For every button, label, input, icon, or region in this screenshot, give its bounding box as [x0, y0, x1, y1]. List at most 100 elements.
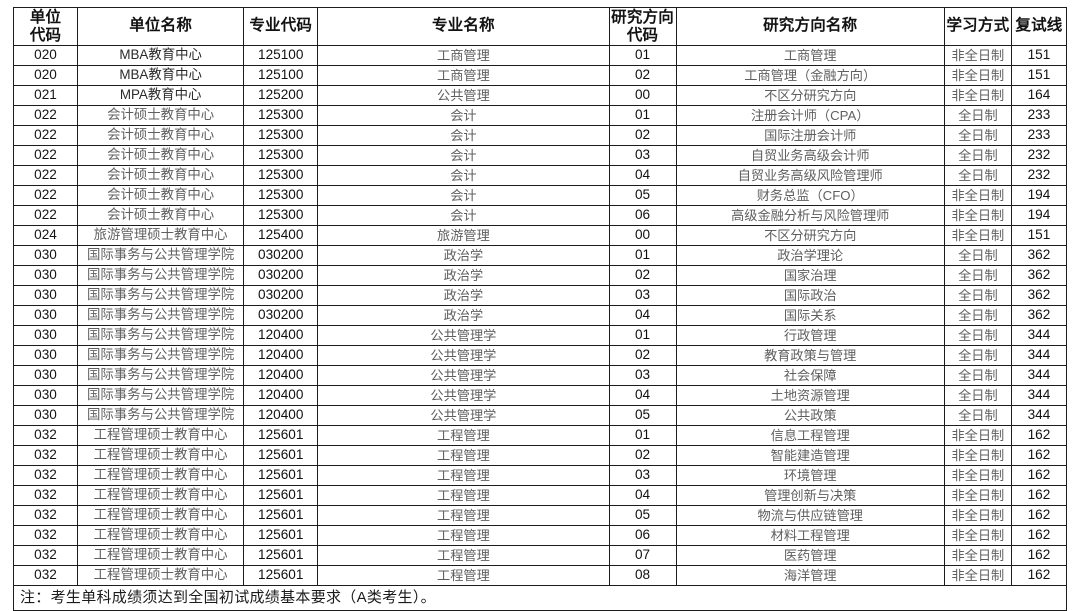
- cell-major_code: 125300: [243, 185, 319, 206]
- cell-dir_name: 工商管理: [675, 45, 945, 66]
- cell-dir_code: 06: [608, 525, 677, 546]
- cell-mode: 全日制: [943, 145, 1012, 166]
- cell-unit_name: 国际事务与公共管理学院: [77, 285, 245, 306]
- cell-unit_code: 032: [12, 425, 79, 446]
- table-row: 022 会计硕士教育中心 125300 会计 02 国际注册会计师 全日制 233: [12, 125, 1068, 146]
- cell-major_name: 工程管理: [317, 505, 610, 526]
- cell-unit_name: 国际事务与公共管理学院: [77, 325, 245, 346]
- cell-dir_name: 管理创新与决策: [675, 485, 945, 506]
- table-header-row: 单位 代码 单位名称 专业代码 专业名称 研究方向 代码 研究方向名称 学习方式 复试线: [12, 7, 1068, 46]
- table-header: 单位 代码 单位名称 专业代码 专业名称 研究方向 代码 研究方向名称 学习方式 复试线: [12, 7, 1068, 46]
- table-row: 022 会计硕士教育中心 125300 会计 04 自贸业务高级风险管理师 全日制 232: [12, 165, 1068, 186]
- cell-unit_name: 工程管理硕士教育中心: [77, 465, 245, 486]
- table-row: 021 MPA教育中心 125200 公共管理 00 不区分研究方向 非全日制 164: [12, 85, 1068, 106]
- cell-major_name: 政治学: [317, 245, 610, 266]
- cell-dir_name: 物流与供应链管理: [675, 505, 945, 526]
- cell-unit_code: 030: [12, 325, 79, 346]
- table-row: 032 工程管理硕士教育中心 125601 工程管理 03 环境管理 非全日制 162: [12, 465, 1068, 486]
- cell-major_name: 会计: [317, 125, 610, 146]
- cell-major_code: 030200: [243, 285, 319, 306]
- cell-unit_code: 024: [12, 225, 79, 246]
- footer-note-row: 注：考生单科成绩须达到全国初试成绩基本要求（A类考生）。: [13, 585, 1067, 611]
- cell-unit_name: 会计硕士教育中心: [77, 205, 245, 226]
- cell-unit_code: 032: [12, 565, 79, 586]
- cell-unit_code: 032: [12, 525, 79, 546]
- cell-dir_name: 国际关系: [675, 305, 945, 326]
- cell-unit_name: 国际事务与公共管理学院: [77, 305, 245, 326]
- cell-score: 151: [1010, 225, 1068, 246]
- cell-unit_code: 022: [12, 125, 79, 146]
- cell-dir_name: 材料工程管理: [675, 525, 945, 546]
- cell-unit_code: 020: [12, 65, 79, 86]
- cell-dir_name: 环境管理: [675, 465, 945, 486]
- cell-dir_code: 04: [608, 385, 677, 406]
- cell-unit_code: 032: [12, 485, 79, 506]
- cell-mode: 非全日制: [943, 45, 1012, 66]
- cell-major_name: 政治学: [317, 265, 610, 286]
- cell-unit_name: 国际事务与公共管理学院: [77, 385, 245, 406]
- cell-dir_code: 03: [608, 465, 677, 486]
- cell-major_name: 会计: [317, 185, 610, 206]
- cell-major_name: 工程管理: [317, 545, 610, 566]
- cell-score: 162: [1010, 565, 1068, 586]
- table-row: 032 工程管理硕士教育中心 125601 工程管理 06 材料工程管理 非全日制 162: [12, 525, 1068, 546]
- cell-score: 162: [1010, 505, 1068, 526]
- cell-mode: 全日制: [943, 105, 1012, 126]
- cell-major_code: 125400: [243, 225, 319, 246]
- cell-unit_code: 030: [12, 405, 79, 426]
- cell-dir_code: 05: [608, 185, 677, 206]
- cell-major_code: 125300: [243, 205, 319, 226]
- cell-unit_name: 工程管理硕士教育中心: [77, 485, 245, 506]
- cell-major_code: 125601: [243, 525, 319, 546]
- cell-unit_code: 030: [12, 245, 79, 266]
- cell-major_name: 工程管理: [317, 525, 610, 546]
- cell-unit_name: 国际事务与公共管理学院: [77, 265, 245, 286]
- cell-major_name: 工商管理: [317, 65, 610, 86]
- cell-major_name: 公共管理: [317, 85, 610, 106]
- cell-score: 344: [1010, 365, 1068, 386]
- cell-unit_name: 国际事务与公共管理学院: [77, 245, 245, 266]
- cell-mode: 全日制: [943, 385, 1012, 406]
- cell-major_code: 125601: [243, 425, 319, 446]
- cell-dir_name: 教育政策与管理: [675, 345, 945, 366]
- cell-score: 344: [1010, 405, 1068, 426]
- cell-major_code: 125601: [243, 465, 319, 486]
- cell-major_code: 120400: [243, 325, 319, 346]
- cell-score: 232: [1010, 145, 1068, 166]
- cell-score: 162: [1010, 425, 1068, 446]
- table-row: 024 旅游管理硕士教育中心 125400 旅游管理 00 不区分研究方向 非全日制 151: [12, 225, 1068, 246]
- cell-unit_name: 旅游管理硕士教育中心: [77, 225, 245, 246]
- cell-score: 362: [1010, 245, 1068, 266]
- cell-unit_code: 032: [12, 505, 79, 526]
- table-row: 022 会计硕士教育中心 125300 会计 06 高级金融分析与风险管理师 非全日制 194: [12, 205, 1068, 226]
- cell-dir_code: 01: [608, 245, 677, 266]
- cell-mode: 非全日制: [943, 205, 1012, 226]
- admission-score-table: 单位 代码 单位名称 专业代码 专业名称 研究方向 代码 研究方向名称 学习方式 复试线 020 M…: [12, 7, 1068, 611]
- cell-dir_code: 02: [608, 445, 677, 466]
- cell-unit_code: 022: [12, 145, 79, 166]
- cell-score: 362: [1010, 265, 1068, 286]
- cell-mode: 全日制: [943, 245, 1012, 266]
- cell-unit_code: 022: [12, 185, 79, 206]
- cell-dir_name: 医药管理: [675, 545, 945, 566]
- cell-dir_code: 06: [608, 205, 677, 226]
- column-header-dir_code: 研究方向 代码: [608, 7, 677, 46]
- cell-major_code: 120400: [243, 385, 319, 406]
- cell-score: 162: [1010, 525, 1068, 546]
- cell-unit_name: MBA教育中心: [77, 65, 245, 86]
- cell-dir_code: 02: [608, 65, 677, 86]
- cell-dir_code: 00: [608, 225, 677, 246]
- cell-unit_code: 030: [12, 345, 79, 366]
- table-row: 030 国际事务与公共管理学院 120400 公共管理学 03 社会保障 全日制 344: [12, 365, 1068, 386]
- cell-major_name: 政治学: [317, 305, 610, 326]
- cell-major_name: 公共管理学: [317, 325, 610, 346]
- cell-mode: 全日制: [943, 125, 1012, 146]
- cell-score: 344: [1010, 325, 1068, 346]
- cell-mode: 非全日制: [943, 425, 1012, 446]
- cell-dir_name: 社会保障: [675, 365, 945, 386]
- cell-dir_code: 02: [608, 265, 677, 286]
- table-row: 030 国际事务与公共管理学院 120400 公共管理学 01 行政管理 全日制 344: [12, 325, 1068, 346]
- cell-major_code: 125300: [243, 125, 319, 146]
- cell-dir_name: 自贸业务高级会计师: [675, 145, 945, 166]
- cell-major_code: 120400: [243, 405, 319, 426]
